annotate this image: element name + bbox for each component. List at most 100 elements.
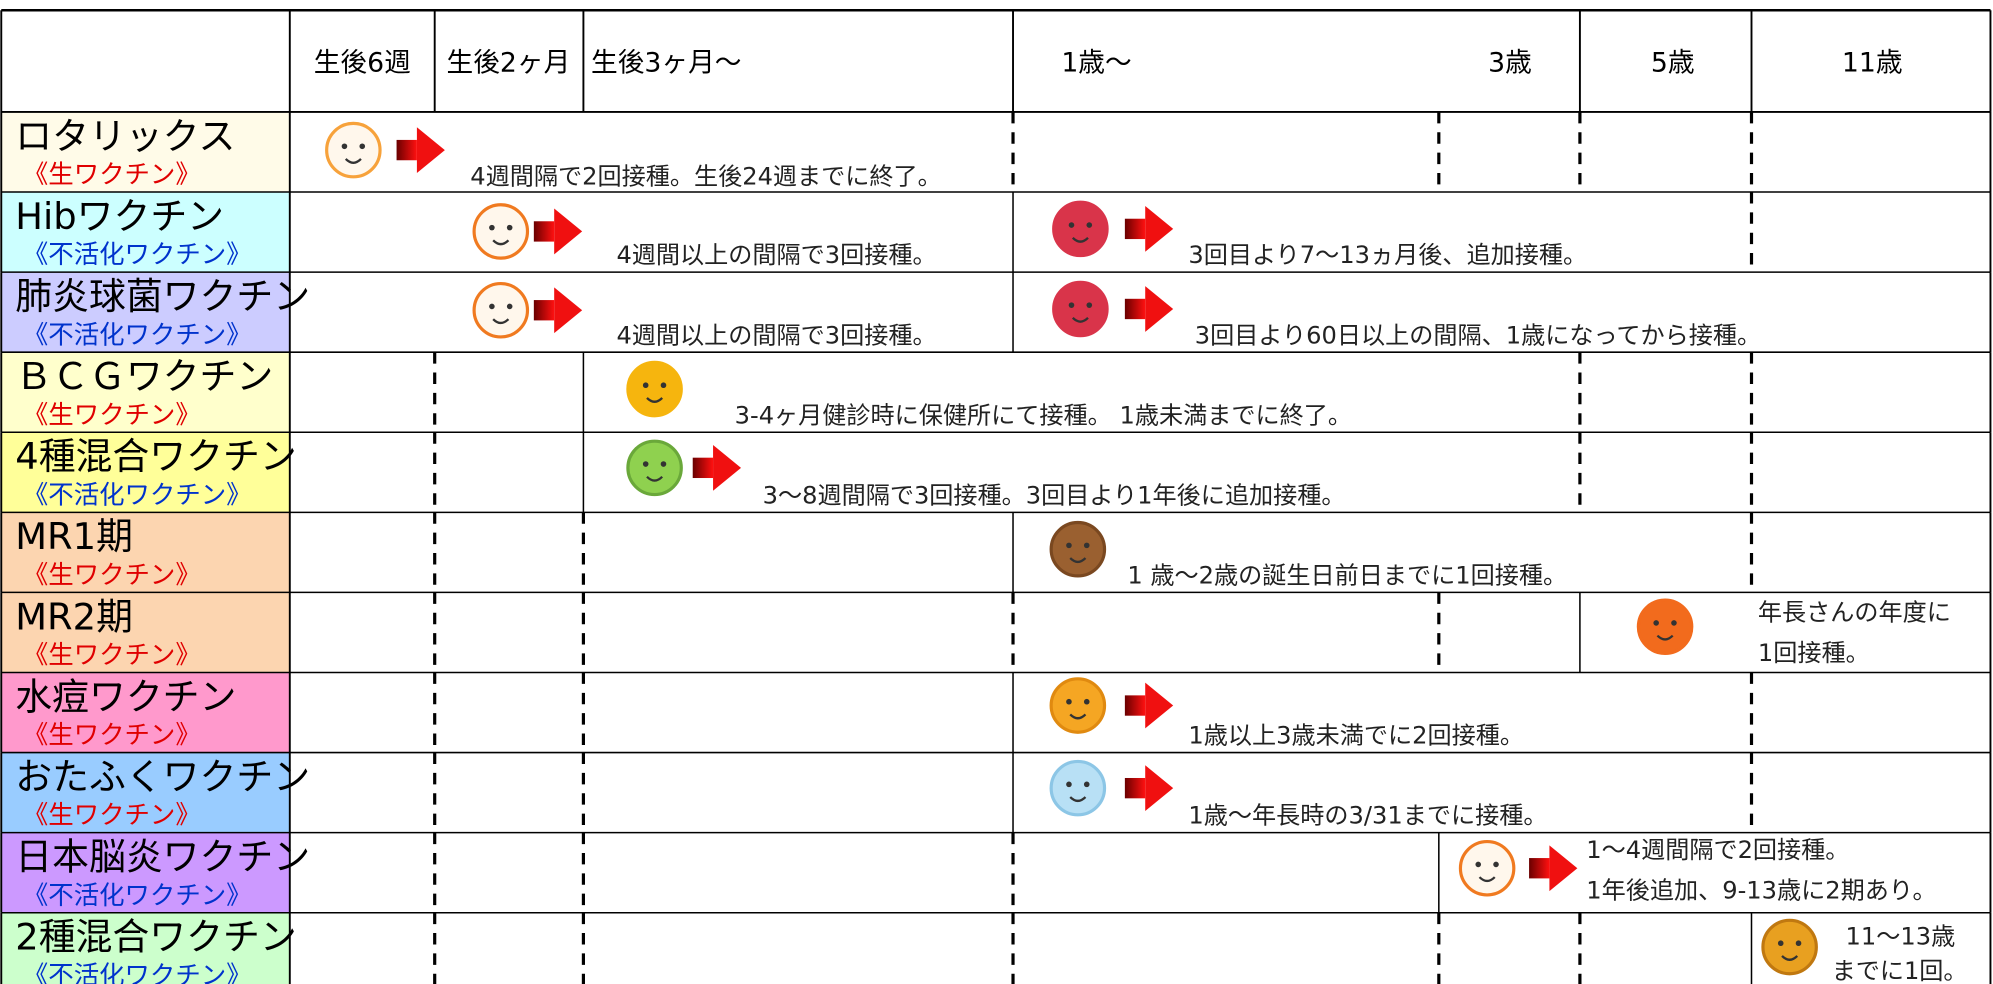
vaccine-name: MR1期 <box>15 515 133 558</box>
schedule-note: 1 歳〜2歳の誕生日前日までに1回接種。 <box>1127 562 1567 590</box>
header-label: 3歳 <box>1488 47 1532 78</box>
icon-face <box>1052 280 1109 338</box>
arrow-head <box>1145 206 1174 252</box>
icon-eye <box>1068 222 1075 228</box>
icon-mouth <box>344 158 362 164</box>
icon-eye <box>506 303 513 310</box>
row-label-bg <box>1 272 290 353</box>
icon-face <box>626 360 683 418</box>
vaccine-type: 《生ワクチン》 <box>23 399 201 429</box>
vaccine-type: 《不活化ワクチン》 <box>23 880 252 910</box>
row-label-bg <box>1 672 290 753</box>
vaccine-type: 《生ワクチン》 <box>23 560 201 590</box>
schedule-note: 3回目より7〜13ヵ月後、追加接種。 <box>1188 241 1587 269</box>
row-label-bg <box>1 912 290 984</box>
icon-eye <box>1777 940 1784 947</box>
schedule-note: までに1回。 <box>1832 957 1968 984</box>
arrow-body <box>1124 298 1146 320</box>
header-label: 5歳 <box>1651 47 1695 78</box>
icon-eye <box>1493 861 1499 868</box>
arrow-body <box>1529 858 1550 879</box>
icon-face <box>1049 677 1107 734</box>
vaccine-name: ロタリックス <box>15 115 235 158</box>
arrow-head <box>1549 845 1578 892</box>
vaccine-name: ＢＣＧワクチン <box>15 355 273 398</box>
row-label-bg <box>1 592 290 673</box>
vaccine-type: 《不活化ワクチン》 <box>23 960 252 984</box>
icon-eye <box>660 461 667 467</box>
vaccine-name: おたふくワクチン <box>15 755 310 798</box>
icon-eye <box>1068 302 1075 308</box>
icon-face <box>472 281 530 339</box>
row-label-bg <box>1 752 290 833</box>
schedule-note: 1回接種。 <box>1758 639 1870 667</box>
vaccine-name: Hibワクチン <box>15 195 224 238</box>
header-label: 11歳 <box>1842 47 1903 78</box>
icon-eye <box>1086 222 1093 228</box>
row-label-bg <box>1 352 290 433</box>
icon-eye <box>489 303 495 310</box>
icon-eye <box>1475 861 1482 868</box>
icon-eye <box>660 382 667 389</box>
arrow-body <box>533 300 555 321</box>
icon-face <box>1761 918 1818 976</box>
arrow-body <box>396 139 417 161</box>
schedule-note: 11〜13歳 <box>1846 922 1956 950</box>
arrow-head <box>1145 765 1174 812</box>
arrow-body <box>1124 218 1146 240</box>
arrow-body <box>533 221 555 242</box>
icon-eye <box>1066 698 1072 705</box>
icon-mouth <box>1071 317 1089 323</box>
icon-mouth <box>1478 876 1496 883</box>
arrow-head <box>554 287 583 334</box>
arrow-head <box>554 208 583 255</box>
icon-eye <box>506 224 513 231</box>
icon-mouth <box>1069 557 1087 564</box>
icon-face <box>626 439 683 497</box>
icon-mouth <box>1656 634 1674 641</box>
row-label-bg <box>1 192 290 273</box>
schedule-note: 3-4ヶ月健診時に保健所にて接種。 1歳未満までに終了。 <box>735 401 1352 429</box>
icon-eye <box>642 382 649 389</box>
icon-eye <box>1066 542 1072 549</box>
arrow-head <box>1145 682 1174 729</box>
arrow-body <box>1124 695 1146 716</box>
schedule-note: 1年後追加、9-13歳に2期あり。 <box>1586 877 1936 905</box>
schedule-note: 1歳以上3歳未満でに2回接種。 <box>1188 722 1524 750</box>
icon-eye <box>1671 620 1677 626</box>
vaccine-name: 肺炎球菌ワクチン <box>15 275 310 318</box>
vaccine-type: 《不活化ワクチン》 <box>23 319 252 349</box>
icon-eye <box>1083 698 1090 705</box>
icon-eye <box>1083 542 1090 549</box>
icon-mouth <box>492 318 510 325</box>
row-label-bg <box>1 432 290 513</box>
schedule-note: 1〜4週間隔で2回接種。 <box>1586 836 1849 864</box>
icon-mouth <box>646 397 664 403</box>
icon-face <box>1049 759 1107 817</box>
icon-face <box>325 121 382 179</box>
vaccine-type: 《不活化ワクチン》 <box>23 479 252 509</box>
schedule-note: 1歳〜年長時の3/31までに接種。 <box>1188 802 1547 830</box>
icon-eye <box>642 461 649 467</box>
row-label-bg <box>1 832 290 913</box>
vaccine-type: 《生ワクチン》 <box>23 720 201 750</box>
row-label-bg <box>1 111 290 193</box>
icon-face <box>472 203 530 260</box>
vaccine-name: 水痘ワクチン <box>15 675 236 718</box>
arrow-head <box>1145 286 1174 332</box>
icon-eye <box>489 224 495 231</box>
icon-face <box>1049 520 1107 578</box>
schedule-note: 年長さんの年度に <box>1758 598 1951 626</box>
arrow-head <box>416 127 445 173</box>
header-label: 生後2ヶ月 <box>447 47 571 78</box>
arrow-body <box>1124 777 1146 799</box>
schedule-note: 3〜8週間隔で3回接種。3回目より1年後に追加接種。 <box>763 481 1346 509</box>
row-label-bg <box>1 512 290 593</box>
vaccine-type: 《生ワクチン》 <box>23 640 201 670</box>
icon-mouth <box>1069 713 1087 720</box>
vaccine-type: 《生ワクチン》 <box>23 159 201 189</box>
vaccine-name: MR2期 <box>15 595 133 638</box>
header-label: 生後3ヶ月〜 <box>591 47 741 78</box>
arrow-head <box>713 444 742 491</box>
